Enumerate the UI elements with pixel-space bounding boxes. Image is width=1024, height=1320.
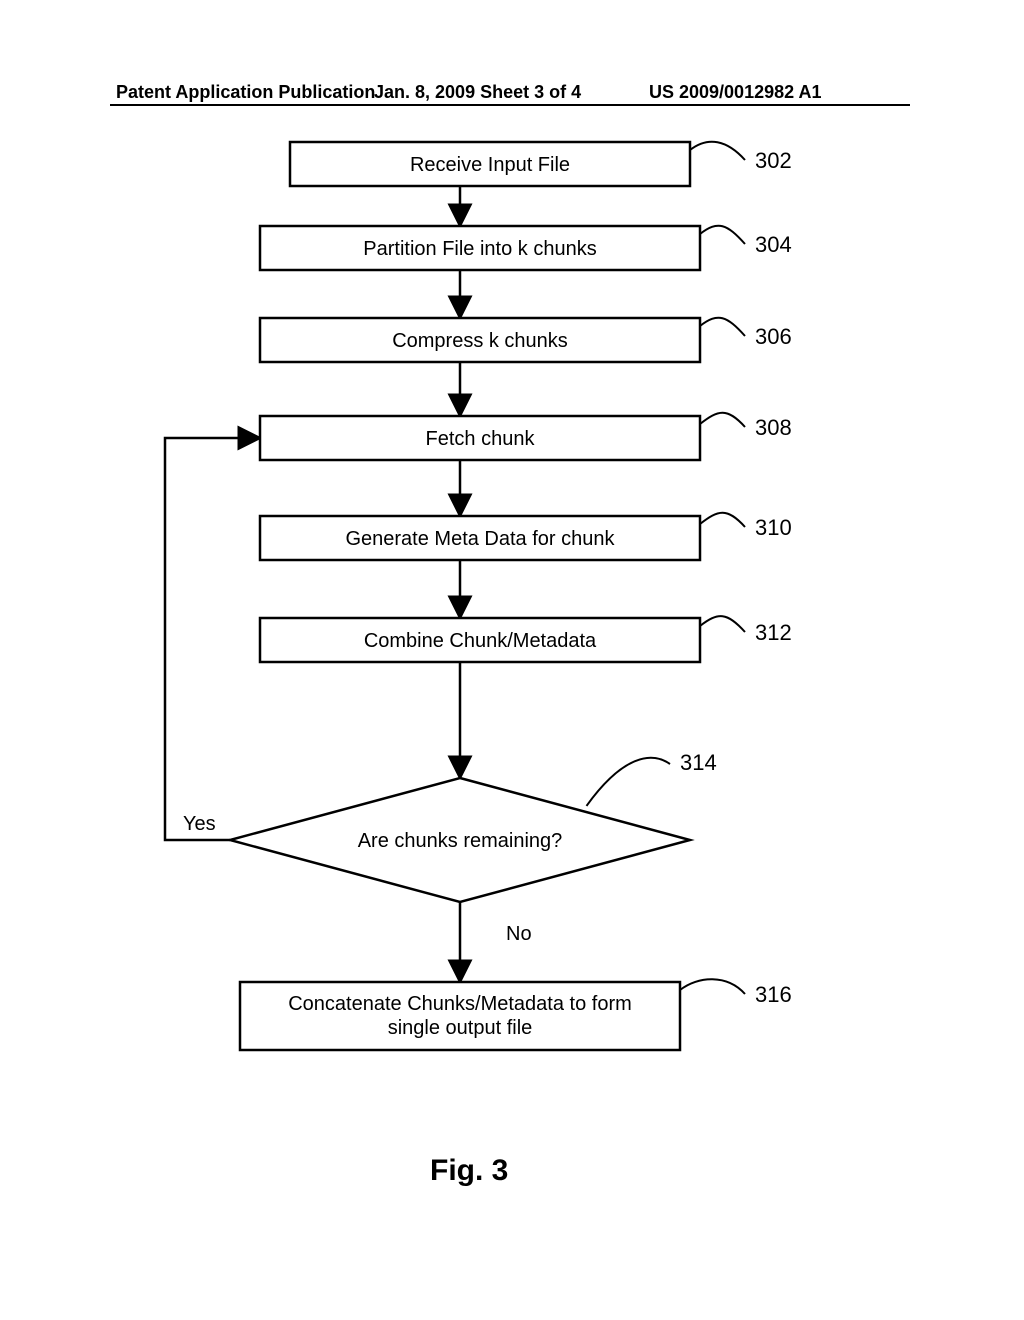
flow-box-label: Compress k chunks xyxy=(392,330,568,352)
flow-box-label: Fetch chunk xyxy=(426,428,536,450)
ref-number: 304 xyxy=(755,232,792,257)
flow-box-label: Generate Meta Data for chunk xyxy=(345,528,615,550)
header-rule xyxy=(110,104,910,106)
lead-line xyxy=(700,513,745,527)
flow-box-label: Partition File into k chunks xyxy=(363,238,596,260)
lead-line xyxy=(680,979,745,994)
branch-no-label: No xyxy=(506,923,532,945)
edge-loop xyxy=(165,438,260,840)
ref-number: 316 xyxy=(755,982,792,1007)
flow-box-label: Combine Chunk/Metadata xyxy=(364,630,597,652)
lead-line xyxy=(690,142,745,160)
decision-label: Are chunks remaining? xyxy=(358,830,563,852)
branch-yes-label: Yes xyxy=(183,813,216,835)
flow-box-label: Concatenate Chunks/Metadata to form xyxy=(288,993,632,1015)
lead-line xyxy=(587,758,671,806)
lead-line xyxy=(700,616,745,632)
flowchart-svg: Receive Input File 302 Partition File into… xyxy=(60,120,960,1260)
header-mid: Jan. 8, 2009 Sheet 3 of 4 xyxy=(374,82,581,103)
header-right: US 2009/0012982 A1 xyxy=(649,82,821,103)
lead-line xyxy=(700,226,745,244)
ref-number: 310 xyxy=(755,515,792,540)
lead-line xyxy=(700,318,745,336)
figure-label: Fig. 3 xyxy=(430,1154,508,1187)
ref-number: 312 xyxy=(755,620,792,645)
flow-box-label: Receive Input File xyxy=(410,154,570,176)
ref-number: 302 xyxy=(755,148,792,173)
ref-number: 308 xyxy=(755,415,792,440)
ref-number: 306 xyxy=(755,324,792,349)
ref-number: 314 xyxy=(680,750,717,775)
lead-line xyxy=(700,413,745,427)
flow-box-label: single output file xyxy=(388,1017,533,1039)
header-left: Patent Application Publication xyxy=(116,82,375,103)
